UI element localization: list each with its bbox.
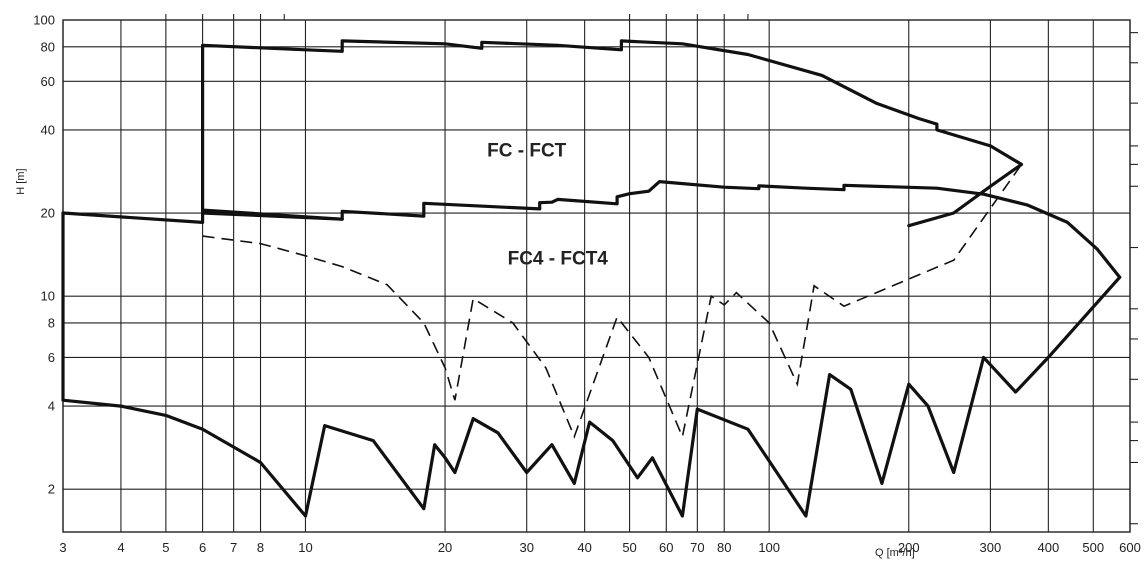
solid-curve-2 — [201, 44, 1122, 279]
y-axis-title: H [m] — [15, 168, 27, 194]
performance-curves — [61, 39, 1122, 518]
x-tick-label: 20 — [438, 540, 452, 555]
x-tick-label: 600 — [1119, 540, 1141, 555]
solid-curve-1 — [201, 39, 1024, 228]
x-tick-label: 6 — [199, 540, 206, 555]
grid-lines — [62, 14, 1138, 533]
x-tick-label: 60 — [659, 540, 673, 555]
x-axis-title: Q [m³/h] — [875, 547, 915, 559]
y-tick-label: 40 — [41, 122, 55, 137]
y-tick-label: 6 — [48, 350, 55, 365]
y-tick-label: 100 — [33, 13, 55, 28]
y-tick-label: 4 — [48, 399, 55, 414]
x-tick-label: 40 — [577, 540, 591, 555]
x-tick-label: 50 — [622, 540, 636, 555]
y-tick-label: 8 — [48, 315, 55, 330]
tick-labels: 3 4 5 6 7 8 10 20 30 40 50 60 70 80 100 200 300 400 500 600… — [33, 13, 1141, 556]
x-tick-label: 400 — [1037, 540, 1059, 555]
solid-curve-3 — [61, 208, 344, 224]
dashed-curve-5 — [202, 163, 1023, 440]
y-tick-label: 2 — [48, 482, 55, 497]
x-tick-label: 500 — [1082, 540, 1104, 555]
x-tick-label: 30 — [519, 540, 533, 555]
x-tick-label: 5 — [162, 540, 169, 555]
x-tick-label: 10 — [298, 540, 312, 555]
x-tick-label: 3 — [59, 540, 66, 555]
y-tick-label: 80 — [41, 39, 55, 54]
x-tick-label: 8 — [257, 540, 264, 555]
x-tick-label: 100 — [758, 540, 780, 555]
plot-frame — [62, 19, 1131, 533]
y-tick-label: 20 — [41, 206, 55, 221]
solid-curve-4 — [61, 211, 1122, 518]
x-tick-label: 4 — [117, 540, 124, 555]
region-label: FC - FCT — [487, 141, 567, 162]
x-tick-label: 200 — [898, 540, 920, 555]
x-tick-label: 80 — [717, 540, 731, 555]
y-tick-label: 10 — [41, 289, 55, 304]
x-tick-label: 7 — [230, 540, 237, 555]
y-tick-label: 60 — [41, 74, 55, 89]
x-tick-label: 300 — [980, 540, 1002, 555]
region-label: FC4 - FCT4 — [508, 249, 609, 270]
region-labels: FC - FCT FC4 - FCT4 — [487, 141, 608, 270]
x-tick-label: 70 — [690, 540, 704, 555]
